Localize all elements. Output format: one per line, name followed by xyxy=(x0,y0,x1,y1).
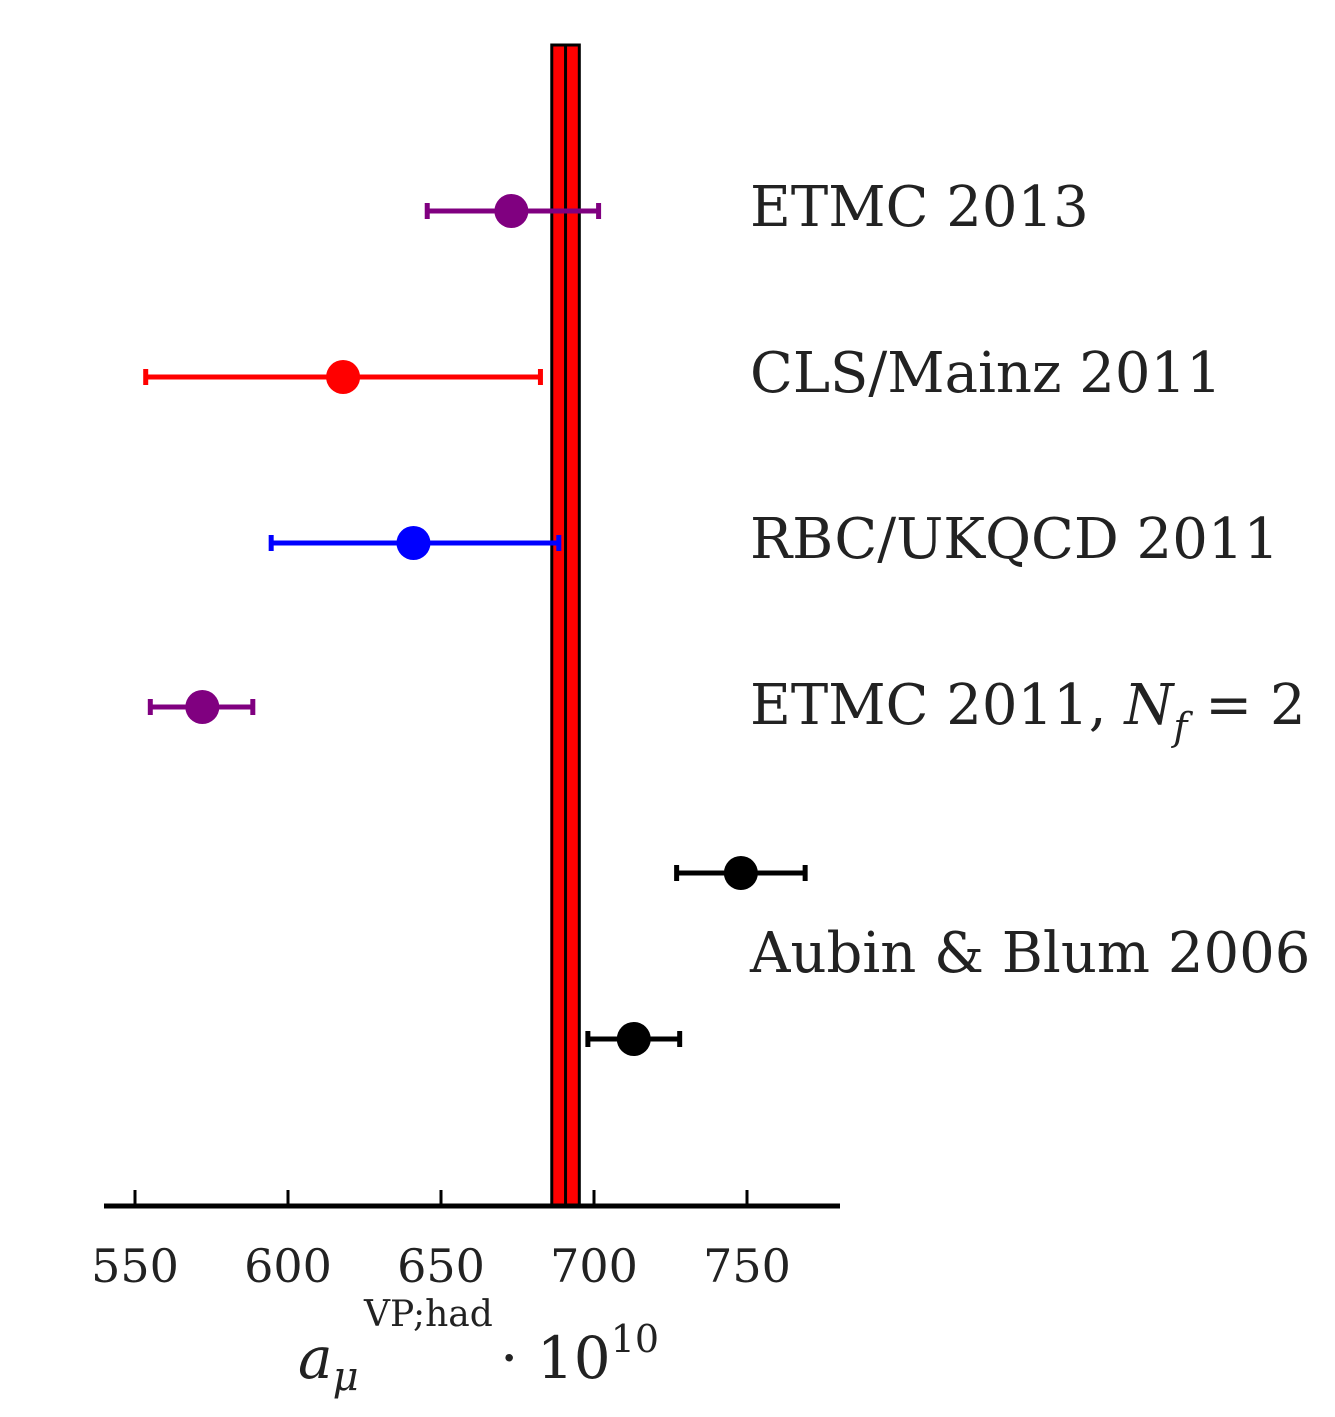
point-marker xyxy=(326,360,361,394)
point-marker xyxy=(616,1022,651,1056)
data-point-1 xyxy=(424,194,602,228)
label-etmc-2013: ETMC 2013 xyxy=(750,175,1089,240)
data-point-2 xyxy=(143,360,543,394)
label-rbc-ukqcd-2011: RBC/UKQCD 2011 xyxy=(750,507,1279,572)
label-cls-mainz-2011: CLS/Mainz 2011 xyxy=(750,341,1222,406)
x-tick-label-600: 600 xyxy=(244,1239,332,1293)
x-tick-label-750: 750 xyxy=(703,1239,791,1293)
x-axis-label-base: a xyxy=(298,1324,333,1392)
label-etmc-2011-rest: = 2 xyxy=(1187,673,1305,738)
label-etmc-2011-var: N xyxy=(1122,673,1175,738)
x-ticks: 550 600 650 700 750 xyxy=(91,1190,791,1293)
point-marker xyxy=(723,856,758,890)
band-group xyxy=(550,43,581,1208)
label-aubin-blum-2006: Aubin & Blum 2006 xyxy=(749,921,1310,986)
x-axis-label-sup: VP;had xyxy=(363,1294,493,1335)
data-points xyxy=(143,194,808,1056)
data-point-4 xyxy=(147,690,256,724)
point-marker xyxy=(185,690,220,724)
point-marker xyxy=(494,194,529,228)
label-etmc-2011: ETMC 2011, Nf = 2 xyxy=(750,673,1306,749)
x-axis-label-suffix-sup: 10 xyxy=(611,1317,659,1361)
x-tick-label-650: 650 xyxy=(397,1239,485,1293)
data-point-6 xyxy=(585,1022,683,1056)
x-axis-label: aμVP;had· 1010 xyxy=(298,1294,659,1400)
x-axis-label-suffix: · 10 xyxy=(500,1324,611,1392)
label-etmc-2011-text: ETMC 2011, xyxy=(750,673,1124,738)
point-marker xyxy=(396,526,431,560)
x-tick-label-550: 550 xyxy=(91,1239,179,1293)
data-point-5 xyxy=(674,856,808,890)
x-tick-label-700: 700 xyxy=(550,1239,638,1293)
data-point-3 xyxy=(268,526,562,560)
x-axis-label-sub: μ xyxy=(333,1354,359,1400)
